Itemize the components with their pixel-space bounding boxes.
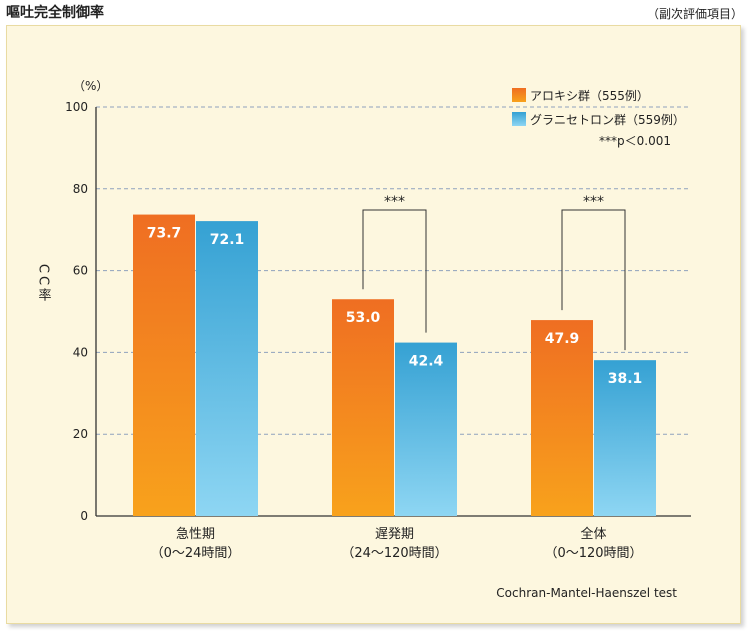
bar-chart: Cochran-Mantel-Haenszel test 0 20 40 60 80 10… <box>36 79 691 600</box>
x-tick-label: 全体 <box>580 526 606 542</box>
legend-entry: グラニセトロン群（559例） <box>530 113 685 127</box>
page-title: 嘔吐完全制御率 <box>6 5 104 21</box>
x-tick-sublabel: （24〜120時間） <box>341 546 447 561</box>
bar <box>332 299 394 516</box>
bar-value-label: 38.1 <box>608 371 643 387</box>
bar <box>196 221 258 516</box>
y-unit-label: （%） <box>73 79 108 93</box>
bar <box>531 320 593 516</box>
y-tick-label: 20 <box>73 427 88 441</box>
x-tick-label: 急性期 <box>176 527 215 542</box>
y-tick-label: 0 <box>80 509 88 523</box>
significance-marker: *** <box>583 194 604 210</box>
bar <box>594 360 656 516</box>
y-tick-label: 100 <box>65 100 88 114</box>
x-tick-label: 遅発期 <box>375 527 414 542</box>
y-tick-label: 80 <box>73 182 88 196</box>
bar-value-label: 73.7 <box>147 226 182 242</box>
significance-note: ***p＜0.001 <box>599 134 671 148</box>
legend-swatch <box>512 88 526 102</box>
y-tick-label: 60 <box>73 264 88 278</box>
legend-entry: アロキシ群（555例） <box>530 89 649 103</box>
footnote: Cochran-Mantel-Haenszel test <box>496 586 677 600</box>
bar-value-label: 53.0 <box>346 310 381 326</box>
bar <box>395 342 457 516</box>
significance-bracket <box>561 209 626 351</box>
x-tick-sublabel: （0〜120時間） <box>544 546 642 561</box>
bar-value-label: 42.4 <box>409 354 444 370</box>
significance-marker: *** <box>384 194 405 210</box>
chart-panel: Cochran-Mantel-Haenszel test 0 20 40 60 80 10… <box>6 25 741 624</box>
bar <box>133 214 195 516</box>
page-note: （副次評価項目） <box>646 7 743 21</box>
x-tick-sublabel: （0〜24時間） <box>151 546 241 561</box>
y-axis-label: CC率 <box>36 264 52 304</box>
bar-value-label: 47.9 <box>545 331 580 347</box>
y-tick-label: 40 <box>73 345 88 359</box>
significance-bracket <box>362 209 427 333</box>
bar-value-label: 72.1 <box>210 232 245 248</box>
legend-swatch <box>512 112 526 126</box>
